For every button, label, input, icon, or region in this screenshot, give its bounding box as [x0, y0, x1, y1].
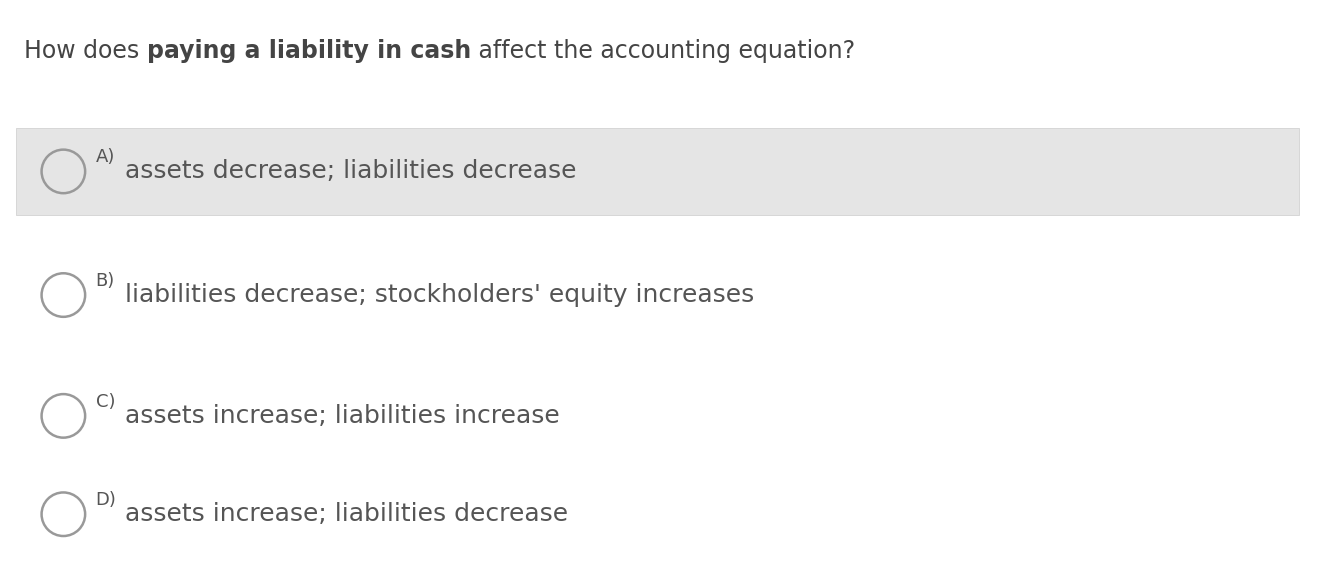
- Text: assets increase; liabilities increase: assets increase; liabilities increase: [124, 404, 560, 428]
- Text: assets increase; liabilities decrease: assets increase; liabilities decrease: [124, 502, 568, 526]
- Text: B): B): [96, 272, 115, 290]
- Text: affect the accounting equation?: affect the accounting equation?: [471, 39, 855, 64]
- Text: D): D): [96, 491, 116, 509]
- Text: assets decrease; liabilities decrease: assets decrease; liabilities decrease: [124, 160, 577, 183]
- FancyBboxPatch shape: [16, 128, 1299, 215]
- Text: A): A): [96, 148, 115, 166]
- Text: C): C): [96, 393, 115, 411]
- Text: How does: How does: [24, 39, 147, 64]
- Text: paying a liability in cash: paying a liability in cash: [147, 39, 471, 64]
- Text: liabilities decrease; stockholders' equity increases: liabilities decrease; stockholders' equi…: [124, 283, 754, 307]
